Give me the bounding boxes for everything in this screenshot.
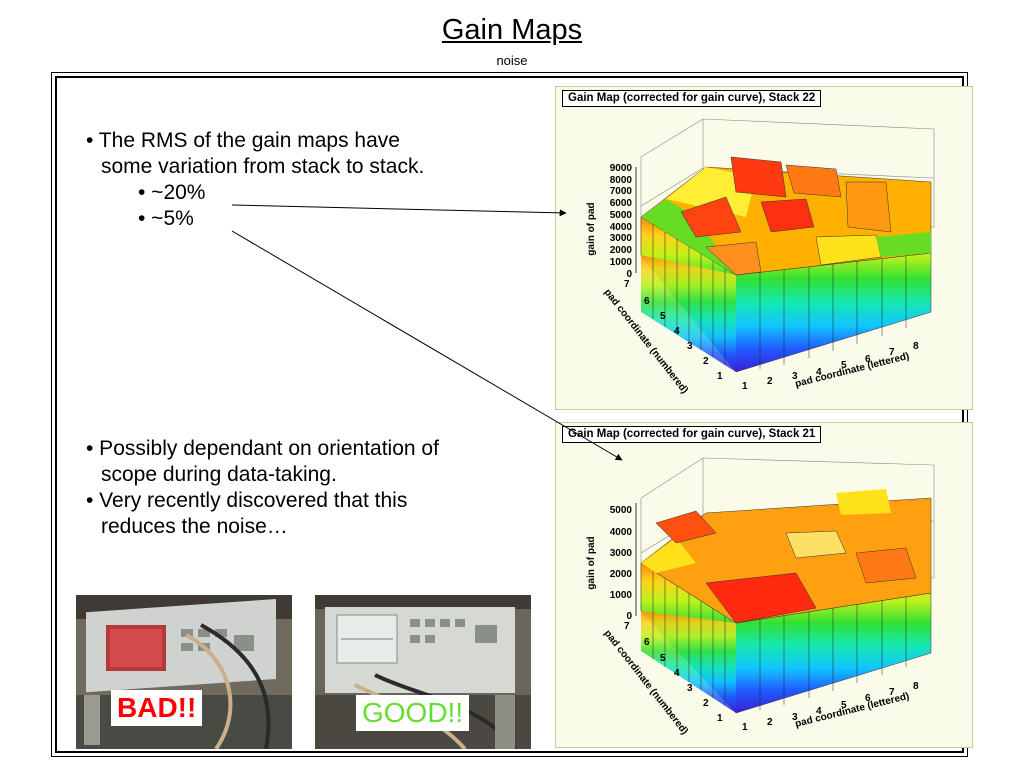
- good-label: GOOD!!: [356, 695, 470, 731]
- z-tick: 1000: [610, 590, 633, 601]
- x-tick: 4: [816, 706, 822, 717]
- x-tick: 5: [841, 360, 847, 371]
- z-tick: 2000: [610, 569, 633, 580]
- y-tick: 4: [674, 668, 680, 679]
- z-tick: 6000: [610, 198, 633, 209]
- y-tick: 7: [624, 279, 630, 290]
- y-tick: 7: [624, 621, 630, 632]
- z-axis-label: gain of pad: [586, 536, 597, 589]
- gain-map-plot-stack-22: Gain Map (corrected for gain curve), Sta…: [555, 86, 973, 410]
- x-tick: 3: [792, 371, 798, 382]
- slide-subtitle: noise: [496, 53, 528, 68]
- y-tick: 4: [674, 326, 680, 337]
- bullet-rms-variation: • The RMS of the gain maps have: [86, 129, 400, 152]
- x-tick: 2: [767, 717, 773, 728]
- z-tick: 0: [626, 611, 632, 622]
- x-tick: 8: [913, 341, 919, 352]
- bullet-recent-discovery-cont: reduces the noise…: [101, 515, 288, 538]
- z-tick: 0: [626, 269, 632, 280]
- z-tick: 5000: [610, 210, 633, 221]
- gain-map-plot-stack-21: Gain Map (corrected for gain curve), Sta…: [555, 422, 973, 748]
- bad-label: BAD!!: [111, 690, 203, 726]
- bullet-orientation-cont: scope during data-taking.: [101, 463, 337, 486]
- x-tick: 3: [792, 712, 798, 723]
- z-tick: 1000: [610, 257, 633, 268]
- x-tick: 7: [889, 687, 895, 698]
- y-tick: 6: [644, 637, 650, 648]
- x-tick: 7: [889, 347, 895, 358]
- y-tick: 1: [717, 371, 723, 382]
- bullet-recent-discovery: • Very recently discovered that this: [86, 489, 408, 512]
- lego-plot-svg: 0 1000 2000 3000 4000 5000 gain of pad 7…: [586, 457, 935, 737]
- arrow-20-percent: [231, 204, 567, 217]
- x-tick: 8: [913, 681, 919, 692]
- y-tick: 3: [687, 683, 693, 694]
- lego-plot-svg: 0 1000 2000 3000 4000 5000 6000 7000 800…: [586, 118, 935, 396]
- x-tick: 6: [865, 354, 871, 365]
- x-tick: 6: [865, 693, 871, 704]
- z-tick: 4000: [610, 222, 633, 233]
- y-tick: 3: [687, 341, 693, 352]
- z-tick: 7000: [610, 186, 633, 197]
- y-tick: 5: [660, 311, 666, 322]
- x-tick: 4: [816, 367, 822, 378]
- y-tick: 2: [703, 356, 709, 367]
- bullet-orientation: • Possibly dependant on orientation of: [86, 437, 439, 460]
- y-tick: 2: [703, 698, 709, 709]
- x-tick: 2: [767, 376, 773, 387]
- sub-bullet-5-percent: • ~5%: [138, 207, 194, 230]
- sub-bullet-20-percent: • ~20%: [138, 181, 206, 204]
- slide-title: Gain Maps: [441, 14, 583, 46]
- bullet-list-top: • The RMS of the gain maps have some var…: [86, 128, 424, 232]
- x-tick: 1: [742, 381, 748, 392]
- x-tick: 5: [841, 700, 847, 711]
- z-tick: 4000: [610, 527, 633, 538]
- content-frame-inner: [55, 76, 964, 753]
- y-tick: 1: [717, 713, 723, 724]
- bullet-rms-variation-cont: some variation from stack to stack.: [101, 155, 425, 178]
- z-tick: 3000: [610, 548, 633, 559]
- z-tick: 3000: [610, 233, 633, 244]
- z-tick: 2000: [610, 245, 633, 256]
- z-tick: 8000: [610, 175, 633, 186]
- z-tick: 9000: [610, 163, 633, 174]
- z-tick: 5000: [610, 505, 633, 516]
- z-axis-label: gain of pad: [586, 202, 597, 255]
- y-tick: 5: [660, 653, 666, 664]
- plot-title: Gain Map (corrected for gain curve), Sta…: [562, 426, 822, 443]
- bullet-list-bottom: • Possibly dependant on orientation of s…: [86, 436, 439, 540]
- x-tick: 1: [742, 722, 748, 733]
- y-tick: 6: [644, 296, 650, 307]
- content-frame-outer: [51, 72, 968, 757]
- plot-title: Gain Map (corrected for gain curve), Sta…: [562, 90, 822, 107]
- arrow-5-percent: [231, 230, 623, 461]
